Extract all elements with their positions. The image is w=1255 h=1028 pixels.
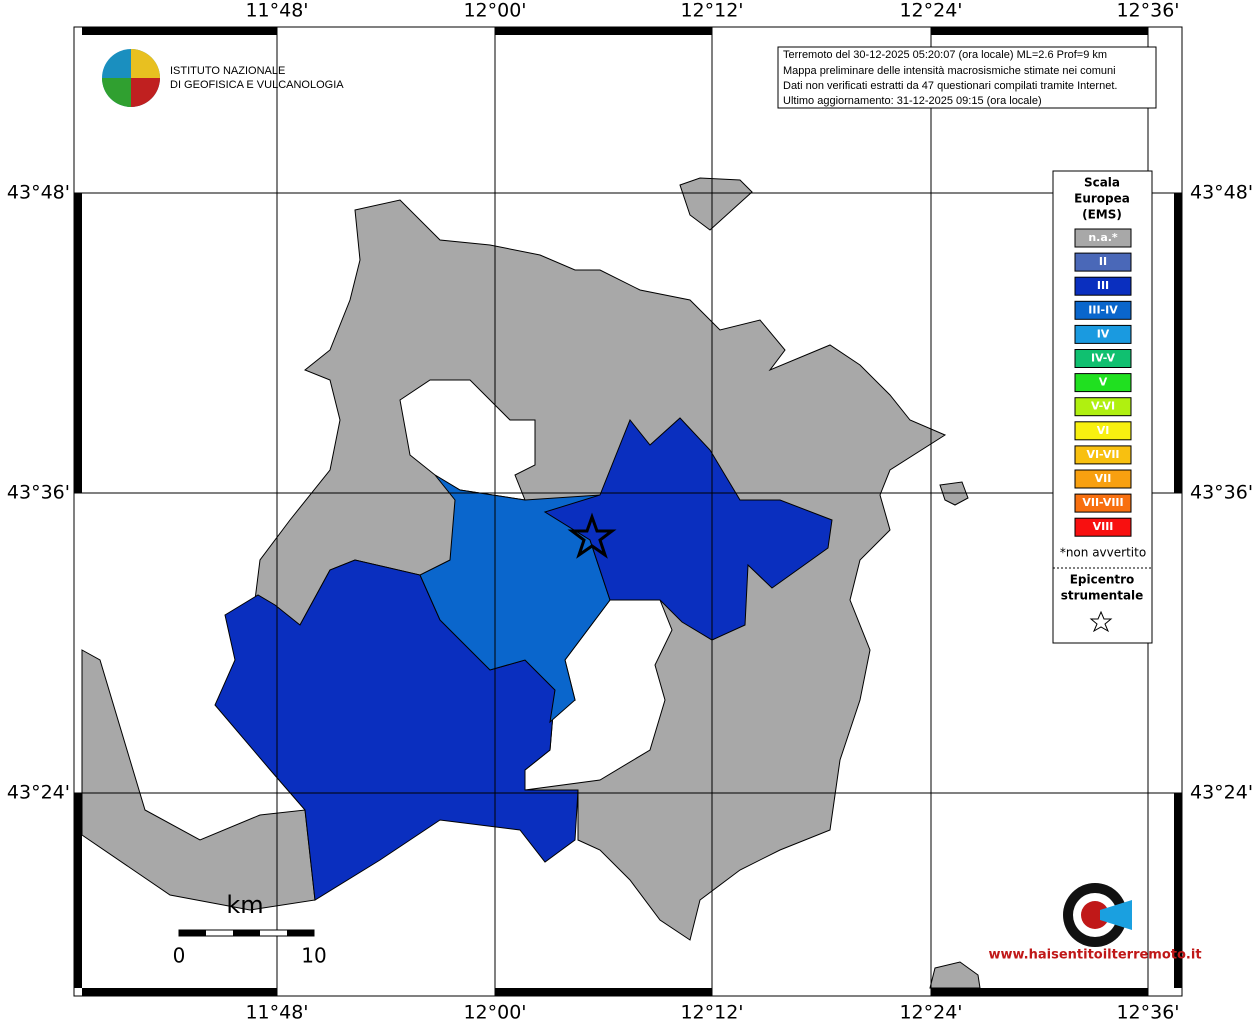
legend-epicenter: strumentale (1061, 589, 1144, 603)
lon-label: 12°00' (463, 0, 526, 22)
epicenter-star (567, 512, 617, 559)
site-url: www.haisentitoilterremoto.it (988, 948, 1201, 963)
lat-label: 43°36' (1190, 482, 1253, 504)
info-line: Dati non verificati estratti da 47 quest… (783, 80, 1117, 92)
legend-note: *non avvertito (1060, 546, 1146, 560)
lon-label: 12°00' (463, 1002, 526, 1024)
lat-label: 43°24' (7, 782, 70, 804)
lon-label: 12°24' (899, 0, 962, 22)
legend-label: III-IV (1088, 303, 1118, 316)
legend-items: n.a.*IIIIIIII-IVIVIV-VVV-VIVIVI-VIIVIIVI… (1074, 228, 1132, 537)
info-line: Ultimo aggiornamento: 31-12-2025 09:15 (… (783, 95, 1042, 107)
legend-title: Scala (1084, 176, 1120, 190)
info-line: Mappa preliminare delle intensità macros… (783, 65, 1116, 77)
legend-swatch (1074, 349, 1132, 368)
scale-bar: km 0 10 (173, 891, 327, 968)
legend-swatch (1074, 300, 1132, 320)
site-logo: www.haisentitoilterremoto.it (988, 883, 1202, 963)
graticule (74, 27, 1182, 996)
lon-label: 11°48' (245, 0, 308, 22)
legend-label: V (1099, 376, 1108, 389)
lon-label: 12°36' (1116, 0, 1179, 22)
info-box (777, 46, 1157, 109)
legend-label: VII (1095, 472, 1112, 485)
legend-swatch (1074, 397, 1132, 417)
legend-swatch (1074, 421, 1132, 441)
region-na (81, 649, 316, 911)
logo-text: ISTITUTO NAZIONALE (170, 65, 285, 77)
legend-label: IV-V (1091, 352, 1116, 365)
region-iii (543, 417, 833, 641)
coordinates: 11°48' 11°48' 12°00' 12°00' 12°12' 12°12' 12°2… (7, 0, 1253, 1024)
legend-title: (EMS) (1082, 208, 1122, 222)
lon-label: 12°24' (899, 1002, 962, 1024)
legend-label: n.a.* (1088, 231, 1118, 244)
legend-swatch (1074, 493, 1132, 513)
info-line: Terremoto del 30-12-2025 05:20:07 (ora l… (783, 49, 1107, 61)
frame-border (74, 27, 1182, 996)
lat-label: 43°24' (1190, 782, 1253, 804)
region-iii-iv (419, 474, 611, 724)
legend-label: VIII (1093, 520, 1114, 533)
legend-title: Europea (1074, 192, 1130, 206)
region-na (679, 177, 753, 231)
scale-unit: km (226, 891, 263, 919)
legend-swatch (1074, 228, 1132, 248)
legend-epicenter: Epicentro (1070, 573, 1135, 587)
legend-swatch (1074, 469, 1132, 489)
logo-text: DI GEOFISICA E VULCANOLOGIA (170, 79, 344, 91)
lon-label: 12°12' (680, 1002, 743, 1024)
regions (81, 177, 981, 989)
legend-label: III (1097, 279, 1109, 292)
ingv-logo: ISTITUTO NAZIONALE DI GEOFISICA E VULCAN… (102, 49, 344, 107)
scale-label: 0 (173, 944, 186, 968)
legend-label: IV (1097, 327, 1110, 340)
lat-label: 43°48' (7, 182, 70, 204)
legend-label: II (1099, 255, 1107, 268)
region-empty (399, 379, 536, 501)
legend-label: VI (1097, 424, 1110, 437)
legend-swatch (1074, 276, 1132, 296)
legend-label: VI-VII (1086, 448, 1119, 461)
lat-label: 43°36' (7, 482, 70, 504)
lon-label: 11°48' (245, 1002, 308, 1024)
legend-swatch (1074, 517, 1132, 537)
legend-swatch (1074, 445, 1132, 465)
legend-swatch (1074, 252, 1132, 272)
lon-label: 12°36' (1116, 1002, 1179, 1024)
region-iii (214, 559, 579, 901)
lat-label: 43°48' (1190, 182, 1253, 204)
lon-label: 12°12' (680, 0, 743, 22)
legend-label: VII-VIII (1082, 496, 1123, 509)
scale-label: 10 (301, 944, 326, 968)
legend-swatch (1074, 324, 1132, 344)
legend-star (1089, 610, 1113, 633)
legend-label: V-VI (1091, 400, 1115, 413)
legend-swatch (1074, 373, 1132, 393)
